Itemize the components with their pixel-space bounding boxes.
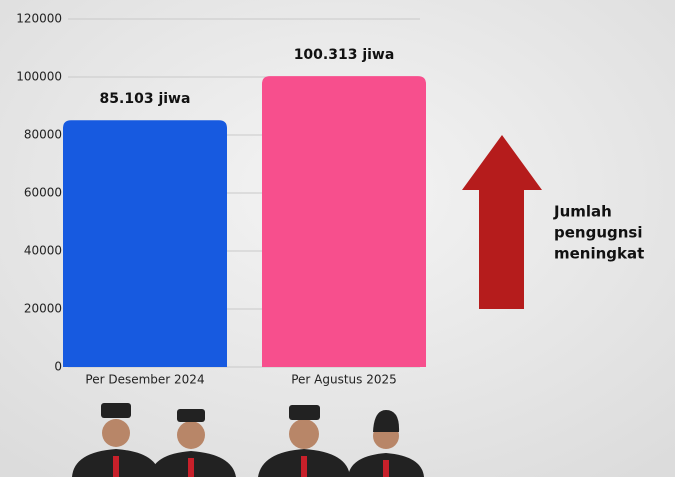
annotation: meningkat — [554, 245, 644, 263]
y-tick-label: 100000 — [16, 70, 62, 84]
people — [72, 403, 424, 477]
bar — [262, 76, 426, 368]
y-tick-label: 120000 — [16, 12, 62, 26]
y-tick-label: 60000 — [24, 186, 62, 200]
value-label: 100.313 jiwa — [294, 47, 395, 63]
y-tick-label: 40000 — [24, 244, 62, 258]
annotation: pengugnsi — [554, 224, 643, 242]
bars: 85.103 jiwa 100.313 jiwa — [63, 47, 426, 368]
value-label: 85.103 jiwa — [100, 91, 191, 107]
y-tick-label: 20000 — [24, 302, 62, 316]
y-tick-label: 0 — [54, 360, 62, 374]
person — [348, 410, 424, 477]
person — [258, 405, 350, 477]
arrow — [462, 135, 542, 309]
annotation: Jumlah — [553, 203, 612, 221]
x-tick-label: Per Desember 2024 — [85, 373, 204, 387]
person — [150, 409, 236, 477]
person — [72, 403, 160, 477]
y-tick-label: 80000 — [24, 128, 62, 142]
x-tick-label: Per Agustus 2025 — [291, 373, 397, 387]
bar — [63, 120, 227, 368]
